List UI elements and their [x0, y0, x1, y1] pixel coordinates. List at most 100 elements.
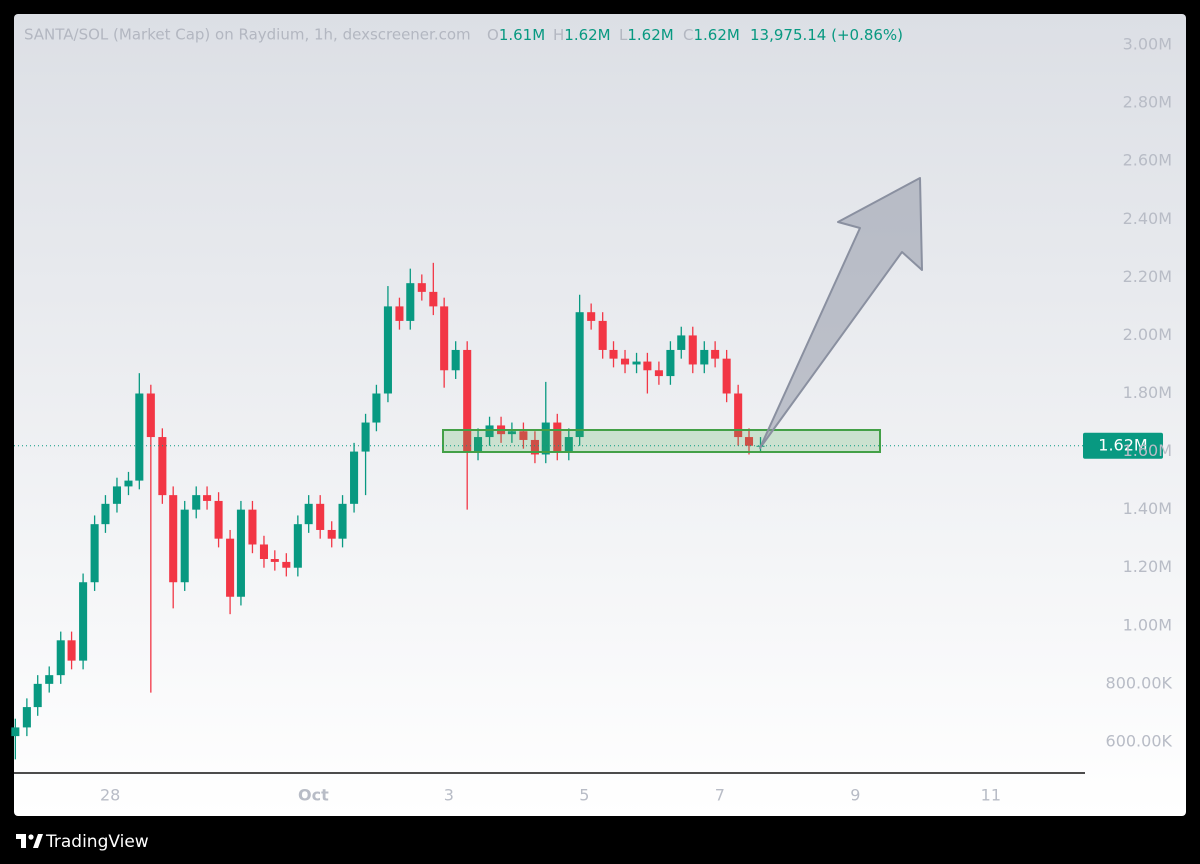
x-tick-label: 28 [100, 786, 120, 805]
candle-body [429, 291, 438, 307]
y-tick-label: 2.80M [1123, 93, 1172, 112]
candle-body [192, 495, 201, 510]
candle-body [56, 640, 65, 676]
y-tick-label: 1.20M [1123, 557, 1172, 576]
candle-body [293, 524, 302, 568]
candle-body [553, 422, 562, 452]
candle-body [282, 561, 291, 568]
candle-body [744, 437, 754, 446]
candle-body [146, 393, 155, 438]
l-value: 1.62M [627, 26, 673, 44]
candle-body [677, 335, 686, 350]
candle-body [135, 393, 144, 481]
last-price-box [1083, 432, 1163, 459]
o-value: 1.61M [499, 26, 545, 44]
candle-body [711, 349, 720, 359]
candles [11, 262, 765, 760]
candle-body [530, 439, 539, 455]
brand: TradingView [45, 832, 149, 852]
header-symbol: SANTA/SOL (Market Cap) on Raydium, 1h, d… [24, 26, 471, 44]
y-tick-label: 800.00K [1106, 673, 1173, 692]
h-label: H [553, 26, 564, 44]
candle-body [214, 500, 223, 539]
candle-body [236, 509, 245, 597]
candle-body [101, 503, 110, 525]
candle-body [587, 312, 596, 321]
y-tick-label: 2.20M [1123, 267, 1172, 286]
candle-body [226, 538, 235, 597]
support-zone [442, 429, 881, 453]
y-tick-label: 2.60M [1123, 151, 1172, 170]
l-label: L [619, 26, 628, 44]
candle-body [440, 306, 449, 371]
candle-body [654, 370, 663, 377]
y-tick-label: 2.00M [1123, 325, 1172, 344]
candle-body [45, 675, 54, 684]
candle-body [350, 451, 359, 504]
candle-body [564, 437, 573, 452]
candle-body [451, 349, 460, 371]
candle-body [158, 437, 167, 496]
x-tick-label: 7 [715, 786, 725, 805]
candle-body [417, 283, 426, 292]
projection-arrow [759, 177, 923, 449]
o-label: O [487, 26, 499, 44]
candle-body [124, 480, 133, 487]
x-tick-label: 5 [579, 786, 589, 805]
candle-body [575, 312, 584, 438]
candle-body [259, 544, 268, 560]
candle-body [327, 529, 336, 539]
candle-body [304, 503, 313, 525]
y-tick-label: 600.00K [1106, 731, 1173, 750]
y-tick-label: 1.80M [1123, 383, 1172, 402]
candle-body [361, 422, 370, 452]
candle-body [90, 524, 99, 583]
x-tick-label: 11 [981, 786, 1001, 805]
plot-background [14, 14, 1186, 816]
c-label: C [683, 26, 693, 44]
candle-body [406, 283, 415, 321]
c-value: 1.62M [693, 26, 739, 44]
candle-body [203, 495, 212, 501]
candle-body [463, 349, 472, 452]
candle-body [643, 361, 652, 371]
candle-body [316, 503, 325, 530]
candle-body [474, 437, 483, 452]
candle-body [169, 495, 178, 583]
candle-body [507, 431, 516, 435]
candle-body [700, 349, 709, 365]
candle-body [632, 361, 641, 365]
x-tick-label: 9 [850, 786, 860, 805]
candle-body [383, 306, 392, 394]
candle-body [270, 559, 279, 562]
candle-body [541, 422, 550, 455]
candle-body [22, 707, 31, 728]
candle-body [67, 640, 76, 661]
candle-body [180, 509, 189, 583]
candle-body [395, 306, 404, 321]
y-tick-label: 2.40M [1123, 209, 1172, 228]
candle-body [621, 358, 630, 365]
tradingview-logo [16, 834, 43, 848]
h-value: 1.62M [564, 26, 610, 44]
header-ohlc: O1.61M H1.62M L1.62M C1.62M 13,975.14 (+… [487, 26, 903, 44]
candle-body [519, 431, 528, 440]
last-price: 1.62M [14, 432, 1163, 459]
x-tick-label: 3 [444, 786, 454, 805]
candle-body [688, 335, 697, 365]
candle-body [485, 425, 494, 438]
candle-body [79, 582, 88, 661]
candle-body [666, 349, 675, 377]
candle-body [609, 349, 618, 359]
y-tick-label: 1.00M [1123, 615, 1172, 634]
candle-body [112, 486, 121, 504]
change: 13,975.14 (+0.86%) [750, 26, 903, 44]
candle-body [372, 393, 381, 423]
candle-body [248, 509, 257, 545]
candle-body [33, 683, 42, 708]
candle-body [338, 503, 347, 539]
candle-body [722, 358, 731, 394]
y-tick-label: 1.40M [1123, 499, 1172, 518]
